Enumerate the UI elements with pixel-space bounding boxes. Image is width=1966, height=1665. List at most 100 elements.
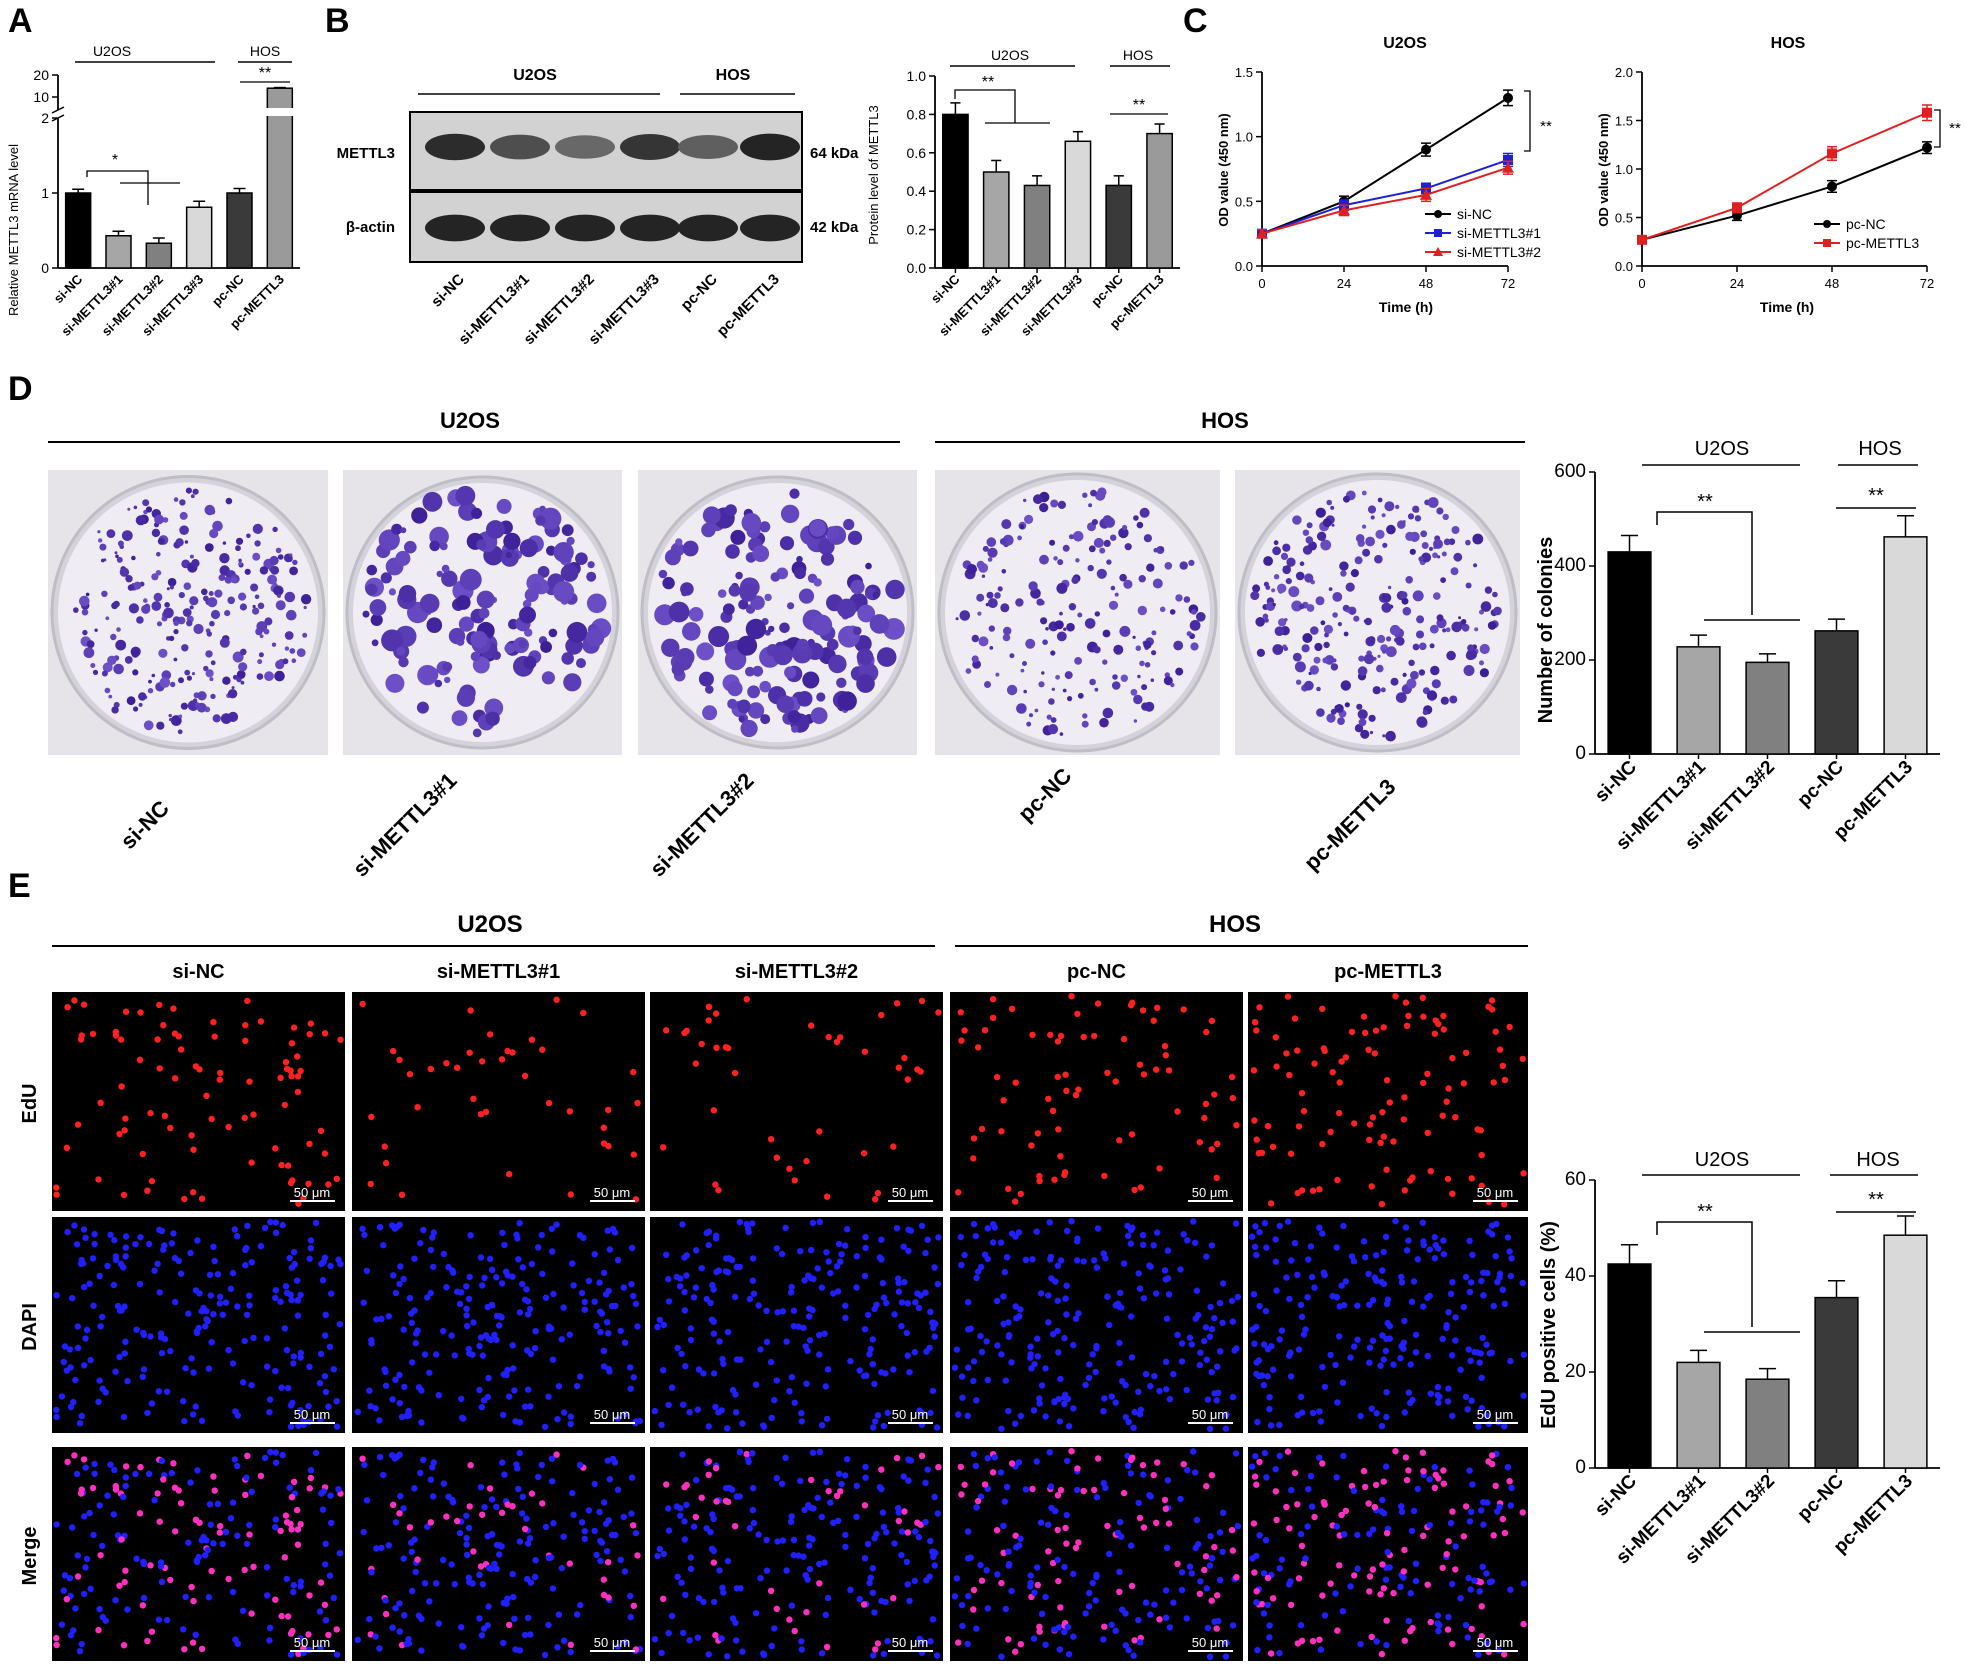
nucleus — [585, 1507, 593, 1514]
nucleus — [663, 1027, 670, 1034]
nucleus — [935, 1009, 942, 1016]
nucleus — [1366, 1588, 1373, 1595]
colony — [505, 552, 512, 559]
nucleus — [1184, 1466, 1191, 1474]
nucleus — [185, 1310, 192, 1317]
nucleus — [1412, 1331, 1420, 1339]
nucleus — [678, 1579, 685, 1586]
nucleus — [934, 1280, 941, 1288]
nucleus — [1131, 1408, 1138, 1416]
nucleus — [1434, 1620, 1442, 1627]
nucleus — [1063, 1087, 1070, 1095]
nucleus — [359, 1000, 366, 1008]
nucleus — [1452, 1566, 1459, 1573]
nucleus — [466, 1503, 473, 1510]
bar — [1814, 1296, 1859, 1469]
colony — [724, 648, 747, 671]
nucleus — [539, 1270, 546, 1278]
colony — [1399, 591, 1408, 599]
nucleus — [1434, 1391, 1442, 1399]
nucleus — [78, 1412, 85, 1420]
nucleus — [1340, 1452, 1347, 1460]
nucleus — [541, 1423, 549, 1431]
nucleus — [424, 1523, 431, 1530]
nucleus — [388, 1222, 396, 1229]
colony — [207, 597, 218, 608]
nucleus — [787, 1518, 795, 1526]
nucleus — [202, 1323, 209, 1330]
colony — [764, 593, 772, 602]
nucleus — [154, 1490, 161, 1497]
nucleus — [1217, 1576, 1224, 1584]
micrograph — [950, 1217, 1243, 1433]
nucleus — [560, 1533, 567, 1540]
nucleus — [1478, 1151, 1485, 1159]
nucleus — [674, 1573, 681, 1581]
colony — [164, 602, 170, 608]
colony — [395, 550, 411, 566]
nucleus — [396, 1510, 403, 1517]
nucleus — [1163, 1614, 1170, 1621]
nucleus — [476, 1386, 483, 1394]
nucleus — [981, 1251, 989, 1258]
nucleus — [227, 1285, 235, 1293]
nucleus — [74, 1323, 82, 1330]
nucleus — [208, 1567, 215, 1575]
nucleus — [1061, 1400, 1068, 1408]
nucleus — [1287, 1349, 1294, 1356]
nucleus — [1426, 1292, 1434, 1300]
colony — [1020, 668, 1025, 673]
nucleus — [608, 1302, 616, 1310]
nucleus — [458, 1395, 465, 1403]
nucleus — [317, 1579, 325, 1586]
nucleus — [499, 1459, 506, 1466]
row-label: DAPI — [19, 1303, 41, 1351]
nucleus — [681, 1029, 688, 1037]
nucleus — [509, 1273, 516, 1280]
nucleus — [1197, 1349, 1204, 1356]
colony — [153, 592, 163, 602]
colony — [1111, 681, 1121, 690]
nucleus — [1520, 1170, 1527, 1177]
colony — [156, 551, 161, 557]
bars — [1607, 1215, 1928, 1469]
nucleus — [1298, 1090, 1306, 1097]
nucleus — [1410, 1278, 1418, 1285]
colony — [1374, 554, 1383, 564]
nucleus — [91, 1470, 98, 1477]
nucleus — [1207, 1303, 1214, 1311]
nucleus — [929, 1387, 937, 1395]
colony — [275, 600, 286, 611]
nucleus — [895, 1517, 902, 1525]
nucleus — [1055, 1624, 1063, 1631]
nucleus — [953, 1346, 961, 1353]
nucleus — [1426, 1522, 1434, 1529]
nucleus — [124, 1606, 131, 1613]
nucleus — [192, 1403, 199, 1410]
nucleus — [70, 1627, 77, 1634]
nucleus — [297, 1291, 304, 1299]
nucleus — [493, 1565, 500, 1573]
nucleus — [558, 1336, 565, 1343]
nucleus — [1232, 1220, 1240, 1227]
nucleus — [1276, 1649, 1283, 1657]
nucleus — [1380, 1248, 1387, 1256]
nucleus — [1401, 1317, 1408, 1325]
colony — [289, 566, 298, 576]
colony — [1346, 608, 1350, 613]
nucleus — [1369, 1337, 1377, 1344]
nucleus — [1057, 1486, 1065, 1494]
nucleus — [970, 1135, 978, 1142]
nucleus — [1186, 1563, 1194, 1570]
nucleus — [654, 1323, 661, 1331]
nucleus — [420, 1226, 427, 1234]
colony — [1179, 561, 1188, 570]
nucleus — [700, 1598, 707, 1606]
nucleus — [82, 1464, 89, 1471]
nucleus — [1022, 1486, 1030, 1493]
y-tick-label: 2 — [41, 110, 49, 126]
colony — [1340, 680, 1352, 691]
nucleus — [580, 1009, 587, 1017]
nucleus — [1054, 1073, 1061, 1081]
colony — [984, 681, 991, 688]
